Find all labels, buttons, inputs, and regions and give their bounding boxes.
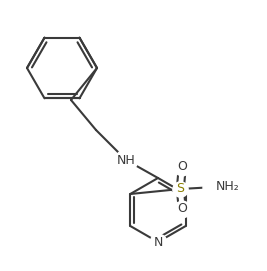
Text: NH: NH (117, 153, 135, 166)
Text: N: N (153, 235, 163, 249)
Text: NH₂: NH₂ (215, 180, 239, 193)
Text: O: O (177, 202, 187, 215)
Text: O: O (177, 160, 187, 173)
Text: S: S (176, 182, 184, 195)
